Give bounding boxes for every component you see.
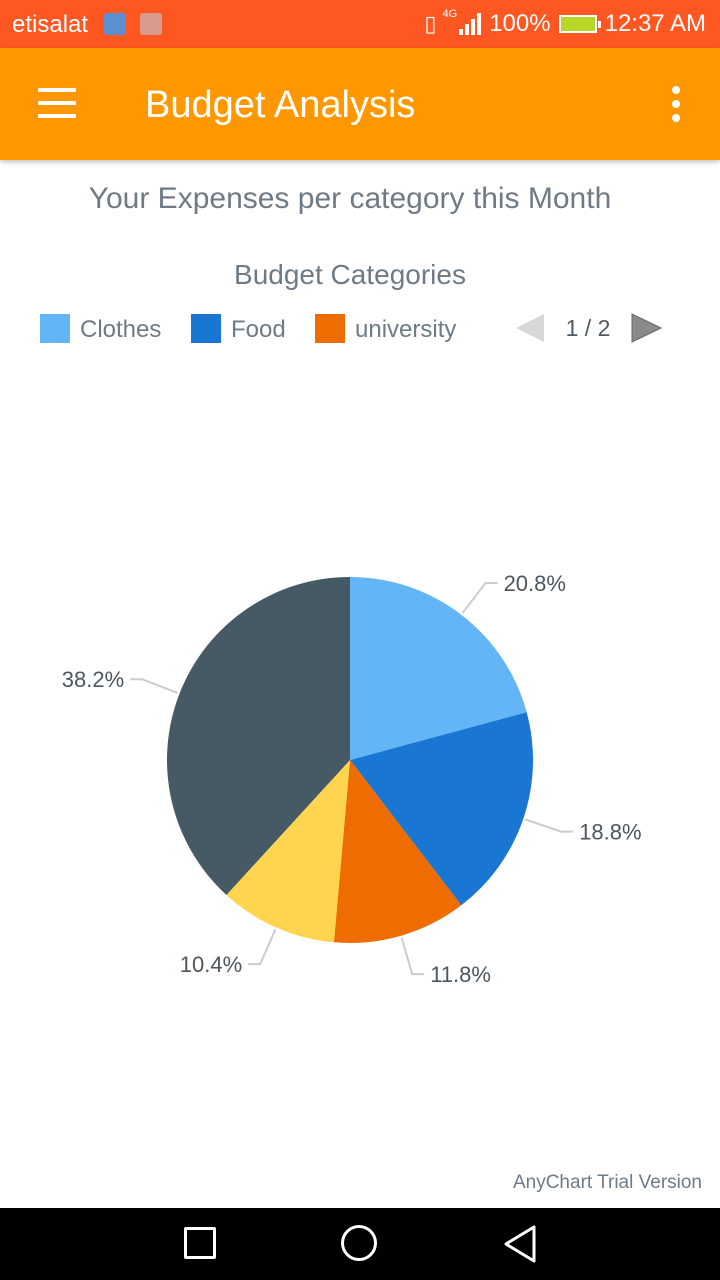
status-bar: etisalat ▯ 4G 100% 12:37 AM bbox=[0, 0, 720, 48]
clock: 12:37 AM bbox=[604, 10, 706, 37]
page-subtitle: Your Expenses per category this Month bbox=[88, 182, 612, 215]
legend-label-food[interactable]: Food bbox=[231, 316, 286, 343]
battery-percent: 100% bbox=[489, 10, 551, 37]
circle-icon[interactable] bbox=[341, 1225, 377, 1261]
watermark-text: AnyChart Trial Version bbox=[512, 1172, 702, 1193]
usb-icon bbox=[104, 13, 126, 35]
legend-swatch-clothes bbox=[40, 314, 70, 343]
pie-slice-2[interactable] bbox=[350, 712, 533, 906]
legend-page-indicator: 1 / 2 bbox=[566, 315, 611, 341]
pie-data-label-5: 38.2% bbox=[62, 667, 124, 692]
hamburger-menu-icon[interactable] bbox=[38, 88, 76, 118]
pie-data-label-1: 20.8% bbox=[504, 571, 566, 596]
chart-legend: Clothes Food university 1 / 2 bbox=[40, 313, 663, 343]
pie-data-label-2: 18.8% bbox=[579, 820, 641, 845]
pie-label-connector-1 bbox=[461, 581, 498, 614]
triangle-back-icon[interactable] bbox=[502, 1224, 538, 1264]
legend-label-clothes[interactable]: Clothes bbox=[80, 316, 161, 343]
legend-prev-page-icon[interactable] bbox=[516, 314, 544, 342]
pie-label-connector-5 bbox=[130, 678, 178, 694]
pie-label-connector-2 bbox=[524, 818, 574, 833]
pie-data-label-4: 10.4% bbox=[180, 952, 242, 977]
pie-chart: Budget Categories Clothes Food universit… bbox=[40, 259, 663, 987]
legend-swatch-food bbox=[191, 314, 221, 343]
image-notification-icon bbox=[140, 13, 162, 35]
pie-slice-3[interactable] bbox=[333, 760, 462, 943]
battery-icon bbox=[558, 15, 601, 33]
pie-labels: 20.8% 18.8% 11.8% 10.4% 38.2% bbox=[62, 571, 642, 987]
pie-data-label-3: 11.8% bbox=[430, 962, 491, 987]
more-vertical-icon[interactable] bbox=[664, 86, 688, 122]
legend-label-university[interactable]: university bbox=[355, 316, 456, 343]
pie-label-connector-4 bbox=[248, 928, 277, 966]
app-title: Budget Analysis bbox=[145, 84, 416, 126]
network-type: 4G bbox=[442, 8, 458, 20]
pie-label-connector-3 bbox=[400, 937, 425, 976]
carrier-name: etisalat bbox=[12, 11, 89, 38]
legend-swatch-university bbox=[315, 314, 345, 343]
navigation-bar bbox=[0, 1208, 720, 1280]
square-icon[interactable] bbox=[184, 1227, 216, 1259]
pie-slice-5[interactable] bbox=[167, 577, 350, 895]
app-bar: Budget Analysis bbox=[0, 48, 720, 160]
pie-slice-1[interactable] bbox=[350, 577, 527, 760]
legend-next-page-icon[interactable] bbox=[631, 313, 663, 343]
chart-title: Budget Categories bbox=[234, 259, 466, 290]
vibrate-icon: ▯ bbox=[424, 11, 436, 36]
pie-slices bbox=[167, 577, 533, 943]
pie-slice-4[interactable] bbox=[226, 760, 350, 943]
signal-icon bbox=[459, 13, 482, 35]
